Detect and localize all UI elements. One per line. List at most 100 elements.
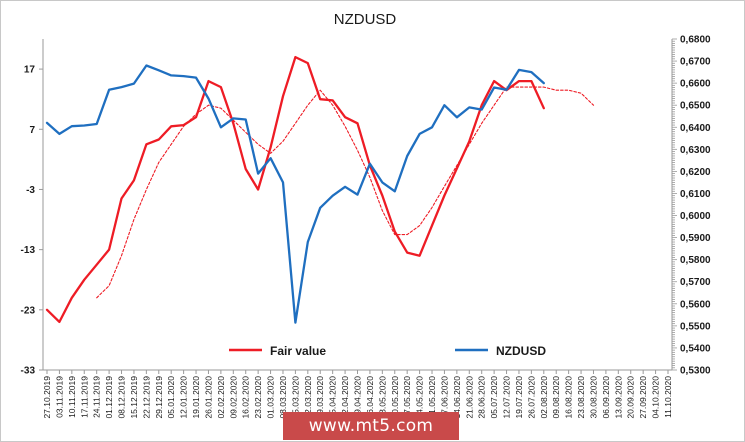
chart-title: NZDUSD [334, 11, 397, 28]
data-point-fair-value-moving-average [592, 104, 594, 106]
right-tick-label: 0,6400 [680, 123, 711, 134]
x-tick-label: 30.08.2020 [588, 376, 598, 419]
data-point-fair-value [530, 80, 532, 82]
data-point-fair-value [456, 167, 458, 169]
data-point-fair-value [96, 264, 98, 266]
right-tick-label: 0,6700 [680, 57, 711, 68]
data-point-nzdusd [319, 207, 321, 209]
x-tick-label: 19.04.2020 [353, 376, 363, 419]
data-point-fair-value-moving-average [381, 209, 383, 211]
x-tick-label: 26.04.2020 [365, 376, 375, 419]
data-point-fair-value [133, 179, 135, 181]
data-point-nzdusd [71, 125, 73, 127]
data-point-fair-value-moving-average [344, 125, 346, 127]
data-point-fair-value-moving-average [493, 104, 495, 106]
data-point-fair-value-moving-average [269, 152, 271, 154]
data-point-fair-value [307, 62, 309, 64]
data-point-nzdusd [518, 69, 520, 71]
x-tick-label: 05.01.2020 [166, 376, 176, 419]
data-point-nzdusd [58, 133, 60, 135]
data-point-fair-value [356, 122, 358, 124]
data-point-nzdusd [96, 123, 98, 125]
left-tick-label: -3 [26, 185, 35, 196]
right-tick-label: 0,5600 [680, 299, 711, 310]
x-tick-label: 15.03.2020 [290, 376, 300, 419]
data-point-fair-value [158, 138, 160, 140]
data-point-fair-value [207, 80, 209, 82]
x-tick-label: 05.04.2020 [328, 376, 338, 419]
data-point-fair-value-moving-average [456, 164, 458, 166]
series-line-nzdusd [45, 64, 545, 324]
x-tick-label: 03.05.2020 [377, 376, 387, 419]
data-point-nzdusd [418, 133, 420, 135]
right-tick-label: 0,6600 [680, 79, 711, 90]
x-tick-label: 08.03.2020 [278, 376, 288, 419]
right-tick-label: 0,5700 [680, 277, 711, 288]
data-point-nzdusd [245, 118, 247, 120]
series-line-fair-value [45, 55, 545, 324]
x-tick-label: 21.06.2020 [464, 376, 474, 419]
left-tick-label: 17 [24, 65, 36, 76]
x-tick-label: 28.06.2020 [477, 376, 487, 419]
data-point-nzdusd [456, 116, 458, 118]
right-tick-label: 0,6200 [680, 167, 711, 178]
x-tick-label: 22.12.2019 [141, 376, 151, 419]
data-point-nzdusd [120, 86, 122, 88]
data-point-nzdusd [344, 186, 346, 188]
series-layer [45, 55, 595, 324]
data-point-fair-value-moving-average [282, 140, 284, 142]
data-point-fair-value-moving-average [170, 143, 172, 145]
data-point-fair-value-moving-average [245, 131, 247, 133]
x-tick-label: 14.06.2020 [452, 376, 462, 419]
data-point-fair-value-moving-average [207, 104, 209, 106]
data-point-nzdusd [406, 155, 408, 157]
right-tick-label: 0,6300 [680, 145, 711, 156]
data-point-fair-value-moving-average [195, 113, 197, 115]
data-point-fair-value-moving-average [394, 233, 396, 235]
data-point-fair-value [294, 56, 296, 58]
data-point-fair-value-moving-average [120, 255, 122, 257]
data-point-fair-value-moving-average [567, 89, 569, 91]
x-tick-label: 03.11.2019 [54, 376, 64, 418]
data-point-nzdusd [83, 124, 85, 126]
data-point-fair-value [46, 309, 48, 311]
data-point-nzdusd [543, 82, 545, 84]
data-point-nzdusd [220, 126, 222, 128]
data-point-fair-value-moving-average [468, 143, 470, 145]
x-tick-label: 07.06.2020 [439, 376, 449, 419]
data-point-fair-value-moving-average [481, 122, 483, 124]
data-point-fair-value [394, 230, 396, 232]
data-point-fair-value [245, 168, 247, 170]
data-point-fair-value-moving-average [356, 149, 358, 151]
data-point-fair-value-moving-average [443, 185, 445, 187]
right-tick-label: 0,5400 [680, 343, 711, 354]
data-point-nzdusd [195, 76, 197, 78]
data-point-fair-value-moving-average [307, 104, 309, 106]
x-tick-label: 31.05.2020 [427, 376, 437, 419]
x-tick-label: 12.04.2020 [340, 376, 350, 419]
right-tick-label: 0,5800 [680, 255, 711, 266]
x-tick-label: 08.12.2019 [117, 376, 127, 419]
right-tick-label: 0,6000 [680, 211, 711, 222]
data-point-fair-value [319, 98, 321, 100]
left-tick-label: -33 [21, 366, 36, 377]
data-point-nzdusd [133, 82, 135, 84]
data-point-nzdusd [46, 122, 48, 124]
data-point-fair-value-moving-average [530, 86, 532, 88]
data-point-nzdusd [269, 157, 271, 159]
data-point-fair-value [381, 194, 383, 196]
left-tick-label: -13 [21, 245, 36, 256]
watermark-text: www.mt5.com [308, 416, 434, 436]
data-point-fair-value-moving-average [418, 224, 420, 226]
x-tick-label: 20.09.2020 [626, 376, 636, 419]
data-point-fair-value-moving-average [580, 92, 582, 94]
data-point-fair-value-moving-average [182, 125, 184, 127]
axes: 17 7 -3 -13 -23 -33 0,6800 0,6700 0,6600 0,6500 0,… [21, 35, 711, 419]
x-tick-label: 02.08.2020 [539, 376, 549, 419]
data-point-fair-value-moving-average [319, 89, 321, 91]
data-point-nzdusd [356, 193, 358, 195]
data-point-fair-value [145, 143, 147, 145]
x-tick-label: 24.11.2019 [92, 376, 102, 418]
x-tick-label: 19.01.2020 [191, 376, 201, 419]
x-tick-label: 24.05.2020 [415, 376, 425, 419]
